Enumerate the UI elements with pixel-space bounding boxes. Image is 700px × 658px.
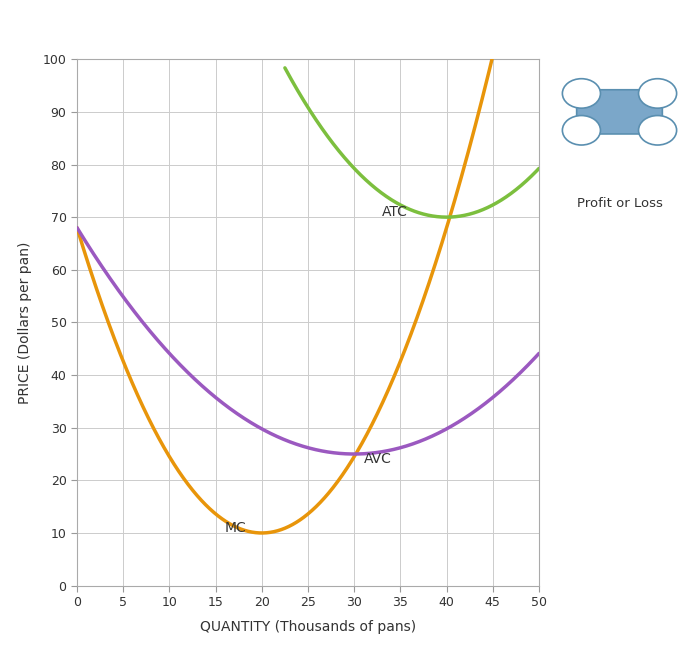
Text: ATC: ATC xyxy=(382,205,408,219)
Circle shape xyxy=(638,116,677,145)
Circle shape xyxy=(562,79,601,108)
Circle shape xyxy=(638,79,677,108)
Text: Profit or Loss: Profit or Loss xyxy=(577,197,662,211)
Y-axis label: PRICE (Dollars per pan): PRICE (Dollars per pan) xyxy=(18,241,32,403)
Text: AVC: AVC xyxy=(363,452,391,467)
Text: MC: MC xyxy=(225,520,246,535)
FancyBboxPatch shape xyxy=(577,89,662,134)
X-axis label: QUANTITY (Thousands of pans): QUANTITY (Thousands of pans) xyxy=(200,620,416,634)
Circle shape xyxy=(562,116,601,145)
